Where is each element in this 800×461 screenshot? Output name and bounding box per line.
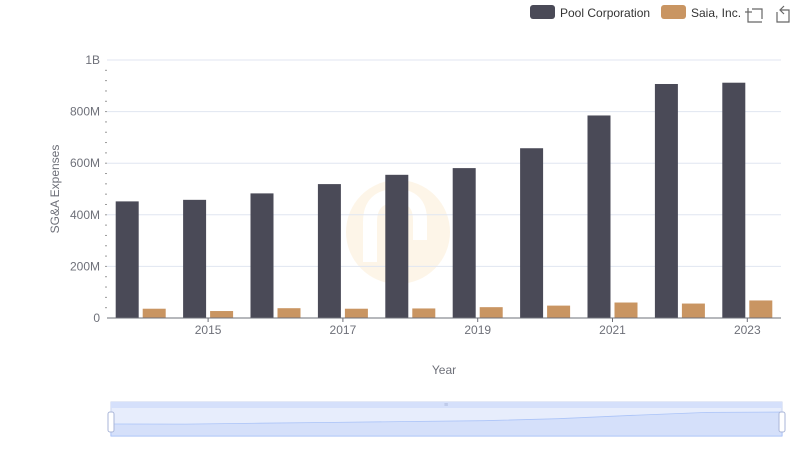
bar-pool-corporation-2021[interactable]: [587, 115, 611, 318]
legend-label: Pool Corporation: [560, 6, 650, 20]
bar-saia-inc-2016[interactable]: [277, 308, 301, 318]
slider-grip[interactable]: ≡: [444, 402, 448, 409]
legend: Pool Corporation Saia, Inc.: [530, 5, 741, 20]
bar-saia-inc-2017[interactable]: [344, 308, 368, 318]
bar-saia-inc-2021[interactable]: [614, 302, 638, 318]
slider-right-handle[interactable]: [778, 411, 786, 433]
legend-label: Saia, Inc.: [691, 6, 741, 20]
legend-item-saia-inc[interactable]: Saia, Inc.: [661, 5, 741, 20]
bar-pool-corporation-2017[interactable]: [317, 184, 341, 318]
y-tick-label: 600M: [70, 156, 100, 170]
bar-pool-corporation-2022[interactable]: [654, 83, 678, 318]
bars: [115, 82, 773, 318]
bar-saia-inc-2015[interactable]: [210, 311, 234, 318]
bar-pool-corporation-2023[interactable]: [722, 82, 746, 318]
y-tick-label: 400M: [70, 208, 100, 222]
y-axis-ticks: 0 200M 400M 600M 800M 1B: [70, 53, 100, 325]
y-axis-title: SG&A Expenses: [48, 145, 62, 234]
bar-pool-corporation-2020[interactable]: [520, 148, 544, 318]
restore-icon[interactable]: [776, 5, 790, 23]
bar-saia-inc-2022[interactable]: [681, 303, 705, 318]
bar-pool-corporation-2016[interactable]: [250, 193, 274, 318]
x-axis-ticks: 2015 2017 2019 2021 2023: [195, 318, 761, 337]
x-tick-label: 2021: [599, 323, 626, 337]
legend-swatch: [530, 5, 555, 19]
slider-top-bar: [111, 402, 782, 408]
x-tick-label: 2015: [195, 323, 222, 337]
y-minor-ticks: [105, 69, 107, 309]
y-tick-label: 200M: [70, 259, 100, 273]
bar-saia-inc-2023[interactable]: [749, 300, 773, 318]
bar-saia-inc-2020[interactable]: [547, 305, 571, 318]
bar-pool-corporation-2018[interactable]: [385, 174, 409, 318]
x-tick-label: 2019: [464, 323, 491, 337]
bar-saia-inc-2018[interactable]: [412, 308, 436, 318]
bar-pool-corporation-2014[interactable]: [115, 201, 139, 318]
y-tick-label: 0: [93, 311, 100, 325]
bar-saia-inc-2014[interactable]: [142, 308, 166, 318]
y-tick-label: 800M: [70, 105, 100, 119]
legend-swatch: [661, 5, 686, 19]
bar-pool-corporation-2015[interactable]: [183, 199, 207, 318]
data-zoom-slider[interactable]: ≡: [107, 401, 786, 437]
x-tick-label: 2023: [734, 323, 761, 337]
bar-saia-inc-2019[interactable]: [479, 307, 503, 318]
x-axis-title: Year: [432, 363, 456, 377]
y-tick-label: 1B: [85, 53, 100, 67]
slider-selection[interactable]: [111, 408, 782, 436]
slider-left-handle[interactable]: [107, 411, 115, 433]
crop-zoom-icon[interactable]: [745, 8, 763, 23]
legend-item-pool-corporation[interactable]: Pool Corporation: [530, 5, 650, 20]
bar-pool-corporation-2019[interactable]: [452, 168, 476, 318]
x-tick-label: 2017: [330, 323, 357, 337]
